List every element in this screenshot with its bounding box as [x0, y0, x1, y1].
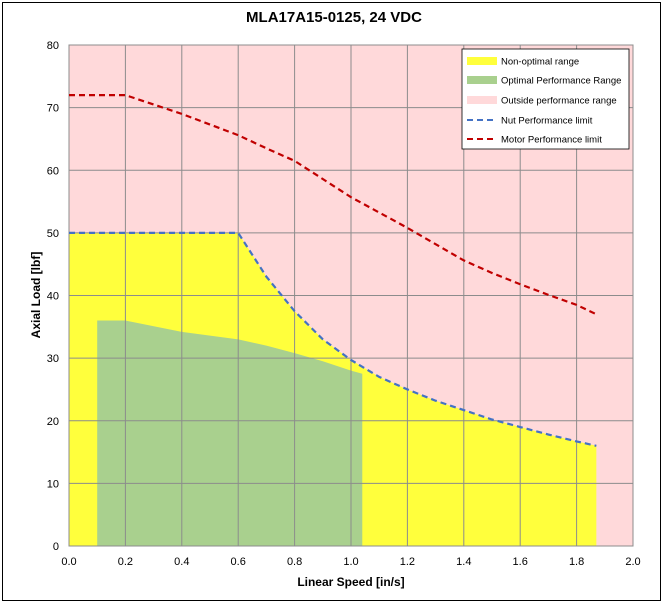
- x-tick-label: 1.2: [400, 556, 415, 568]
- legend-swatch-non-optimal: [467, 57, 497, 65]
- y-tick-label: 60: [47, 165, 59, 177]
- y-tick-label: 80: [47, 40, 59, 52]
- x-tick-label: 1.4: [456, 556, 471, 568]
- nut-performance-line: [69, 231, 597, 447]
- x-tick-label: 0.2: [118, 556, 133, 568]
- x-tick-label: 0.4: [174, 556, 189, 568]
- x-tick-label: 1.8: [569, 556, 584, 568]
- legend-swatch-outside: [467, 96, 497, 104]
- y-tick-label: 40: [47, 291, 59, 303]
- legend-label: Nut Performance limit: [501, 116, 593, 127]
- motor-performance-line: [69, 93, 597, 316]
- y-tick-label: 50: [47, 228, 59, 240]
- limit-lines: [69, 93, 597, 447]
- y-tick-labels: 0 10 20 30 40 50 60 70 80: [47, 40, 59, 553]
- x-axis-label: Linear Speed [in/s]: [297, 575, 404, 589]
- x-tick-label: 0.0: [61, 556, 76, 568]
- y-axis-label: Axial Load [lbf]: [29, 252, 43, 339]
- chart-title: MLA17A15-0125, 24 VDC: [246, 9, 422, 26]
- plot-border: [68, 44, 634, 547]
- y-tick-label: 10: [47, 478, 59, 490]
- y-tick-label: 30: [47, 353, 59, 365]
- legend-label: Motor Performance limit: [501, 135, 602, 146]
- legend-label: Non-optimal range: [501, 57, 579, 68]
- y-tick-label: 20: [47, 416, 59, 428]
- x-tick-label: 0.8: [287, 556, 302, 568]
- x-tick-label: 2.0: [625, 556, 640, 568]
- x-tick-labels: 0.0 0.2 0.4 0.6 0.8 1.0 1.2 1.4 1.6 1.8 2.0: [61, 556, 640, 568]
- y-tick-label: 0: [53, 541, 59, 553]
- legend-label: Outside performance range: [501, 96, 617, 107]
- optimal-area: [97, 320, 363, 546]
- area-series: [69, 232, 597, 546]
- x-tick-label: 0.6: [231, 556, 246, 568]
- legend-swatch-optimal: [467, 76, 497, 84]
- legend-label: Optimal Performance Range: [501, 76, 621, 87]
- x-tick-label: 1.6: [513, 556, 528, 568]
- y-tick-label: 70: [47, 103, 59, 115]
- legend: Non-optimal range Optimal Performance Ran…: [461, 48, 630, 150]
- x-tick-label: 1.0: [343, 556, 358, 568]
